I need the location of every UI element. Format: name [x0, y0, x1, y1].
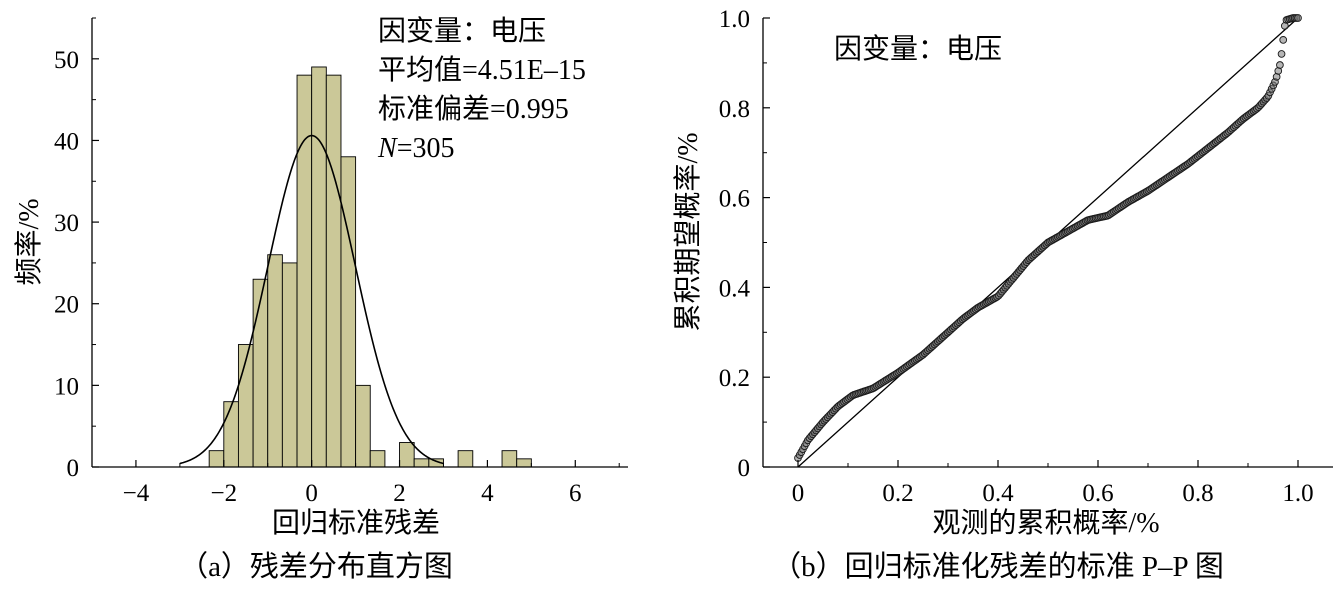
- histogram-x-tick-label: −2: [210, 480, 237, 507]
- histogram-x-tick-label: −4: [123, 480, 150, 507]
- histogram-annotation-n: N=305: [377, 133, 454, 164]
- pp-point: [1276, 61, 1284, 69]
- pp-x-axis-label: 观测的累积概率/%: [932, 507, 1159, 539]
- pp-y-tick-label: 0: [738, 455, 751, 482]
- histogram-bar-12: [399, 442, 415, 468]
- histogram-bar-4: [267, 254, 283, 468]
- histogram-x-tick-label: 6: [569, 480, 582, 507]
- histogram-y-tick-label: 20: [54, 292, 79, 319]
- histogram-bar-16: [501, 450, 518, 468]
- n-value: =305: [397, 133, 455, 164]
- histogram-bar-5: [281, 262, 298, 468]
- histogram-annotation-sd: 标准偏差=0.995: [378, 93, 569, 125]
- histogram-bar-1: [223, 401, 239, 468]
- histogram-x-tick-label: 2: [393, 480, 406, 507]
- pp-axes: 0 0.2 0.4 0.6 0.8 1.0 0 0.2 0.4 0.6 0.8 1.0: [719, 6, 1333, 507]
- pp-x-tick-label: 0.2: [882, 480, 913, 507]
- histogram-y-axis-label: 频率/%: [13, 198, 45, 285]
- histogram-bars: [208, 66, 532, 468]
- pp-point: [1277, 50, 1286, 58]
- pp-point: [1279, 36, 1288, 44]
- pp-x-tick-label: 0: [792, 480, 805, 507]
- pp-point: [1294, 14, 1302, 22]
- pp-x-tick-label: 0.8: [1182, 480, 1213, 507]
- pp-annotation: 因变量：电压: [834, 33, 1002, 65]
- histogram-y-tick-label: 40: [54, 128, 79, 155]
- histogram-annotation-mean: 平均值=4.51E–15: [378, 54, 586, 86]
- pp-y-tick-label: 0.4: [719, 275, 751, 302]
- pp-y-tick-label: 1.0: [719, 6, 750, 33]
- histogram-y-tick-label: 30: [54, 210, 79, 237]
- histogram-bar-7: [311, 66, 327, 468]
- pp-y-tick-label: 0.6: [719, 186, 750, 213]
- histogram-y-tick-label: 10: [54, 373, 79, 400]
- histogram-bar-17: [516, 458, 532, 468]
- pp-plot-panel: 0 0.2 0.4 0.6 0.8 1.000.20.40.60.81.0 因变量：电压 …: [672, 6, 1333, 583]
- histogram-x-tick-label: 0: [305, 480, 318, 507]
- pp-x-tick-label: 0.6: [1082, 480, 1113, 507]
- pp-x-tick-label: 1.0: [1282, 480, 1313, 507]
- pp-x-tick-label: 0.4: [982, 480, 1014, 507]
- histogram-bar-15: [457, 450, 474, 468]
- pp-points: [794, 14, 1302, 462]
- histogram-y-tick-label: 0: [67, 455, 80, 482]
- histogram-bar-0: [208, 450, 225, 468]
- histogram-bar-10: [355, 384, 371, 468]
- histogram-x-axis-label: 回归标准残差: [272, 507, 440, 539]
- histogram-bar-3: [252, 278, 269, 468]
- histogram-bar-8: [325, 74, 342, 468]
- histogram-bar-13: [413, 458, 430, 468]
- pp-y-axis-label: 累积期望概率/%: [672, 132, 704, 331]
- normal-curve: [179, 134, 444, 465]
- pp-y-tick-label: 0.8: [719, 96, 750, 123]
- histogram-annotation-title: 因变量：电压: [378, 15, 546, 47]
- histogram-caption: （a）残差分布直方图: [179, 550, 453, 583]
- pp-caption: （b）回归标准化残差的标准 P–P 图: [772, 550, 1224, 583]
- histogram-axes: −4 −2 0 2 4 6 0 10 20 30 40 50: [54, 17, 628, 507]
- n-symbol: N: [377, 133, 398, 164]
- histogram-y-tick-label: 50: [54, 47, 79, 74]
- histogram-x-tick-label: 4: [481, 480, 494, 507]
- histogram-bar-6: [296, 74, 313, 468]
- pp-y-tick-label: 0.2: [719, 365, 750, 392]
- histogram-bar-9: [340, 156, 357, 468]
- histogram-bar-11: [369, 450, 386, 468]
